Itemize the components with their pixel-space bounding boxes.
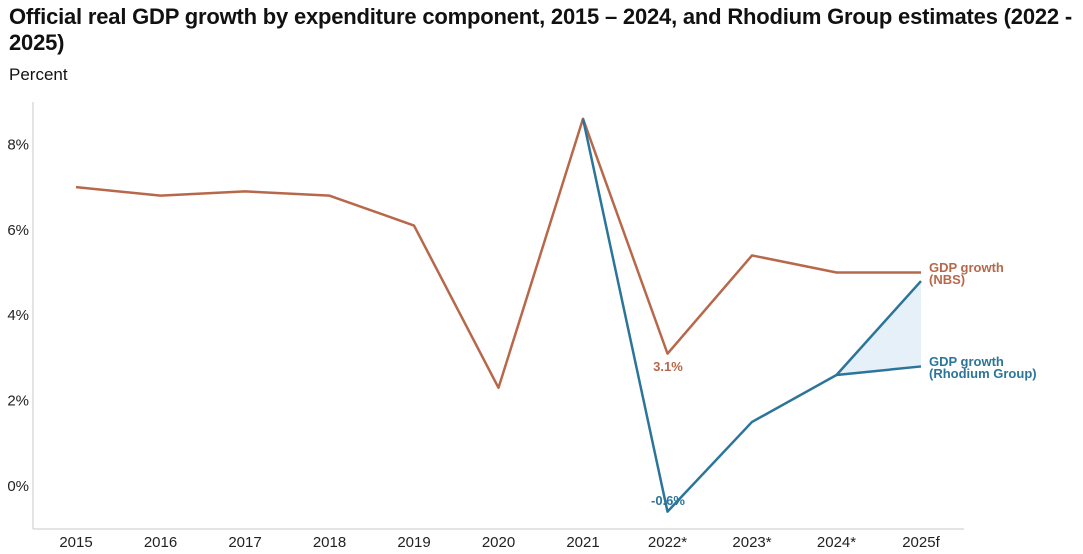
x-tick-label: 2020: [482, 534, 515, 551]
chart-subtitle: Percent: [9, 65, 68, 84]
y-tick-label: 6%: [7, 222, 29, 239]
x-tick-label: 2023*: [732, 534, 771, 551]
rhodium-series-line: [581, 118, 922, 513]
rhodium-series-label: (Rhodium Group): [929, 366, 1037, 381]
nbs-series-label: GDP growth: [929, 260, 1004, 275]
x-tick-label: 2025f: [902, 534, 940, 551]
nbs-series-label: (NBS): [929, 272, 965, 287]
x-tick-label: 2016: [144, 534, 177, 551]
nbs-series-line: [75, 117, 921, 390]
rhodium-2022-value-label: -0.6%: [651, 493, 685, 508]
chart-title: Official real GDP growth by expenditure …: [9, 4, 1072, 55]
x-tick-label: 2021: [566, 534, 599, 551]
x-tick-label: 2015: [59, 534, 92, 551]
x-tick-label: 2017: [228, 534, 261, 551]
x-tick-label: 2022*: [648, 534, 687, 551]
x-tick-label: 2018: [313, 534, 346, 551]
rhodium-upper-range-line: [835, 280, 922, 376]
y-tick-label: 2%: [7, 393, 29, 410]
y-tick-label: 4%: [7, 307, 29, 324]
y-tick-label: 8%: [7, 136, 29, 153]
nbs-2022-value-label: 3.1%: [653, 359, 683, 374]
x-tick-label: 2019: [397, 534, 430, 551]
rhodium-series-label: GDP growth: [929, 354, 1004, 369]
x-tick-label: 2024*: [817, 534, 856, 551]
y-tick-label: 0%: [7, 478, 29, 495]
